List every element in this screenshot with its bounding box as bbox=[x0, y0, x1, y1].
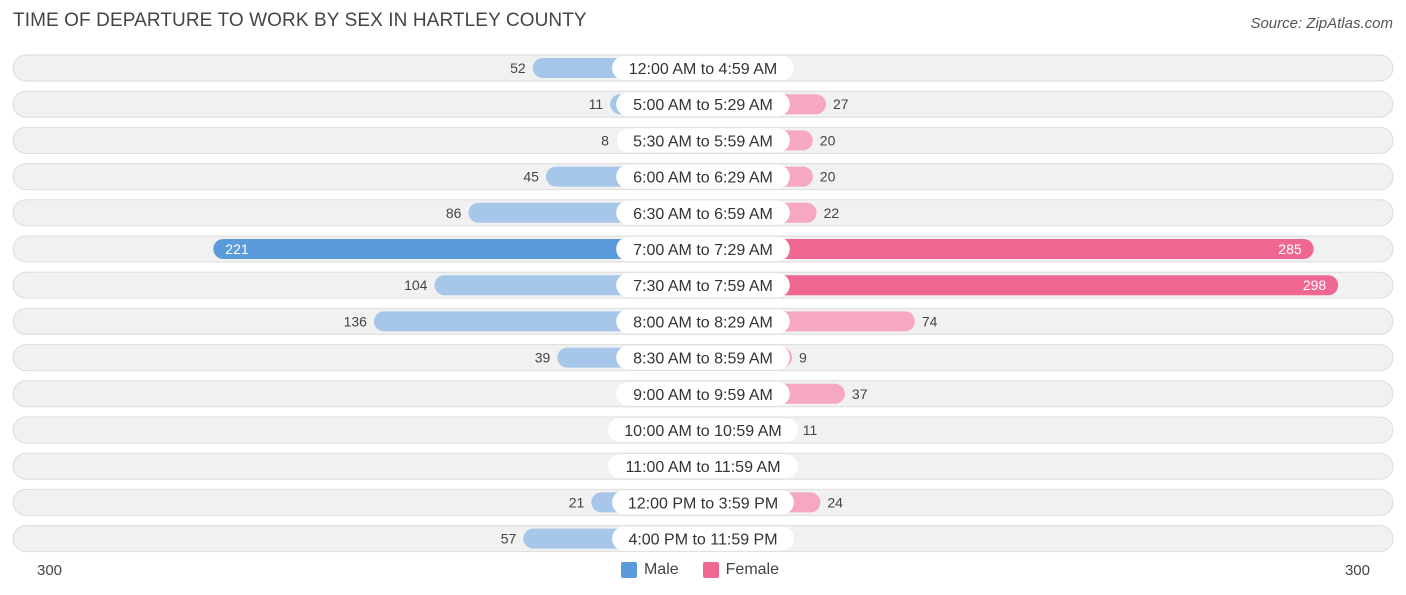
legend-swatch-female bbox=[702, 562, 719, 578]
category-label: 6:00 AM to 6:29 AM bbox=[633, 170, 773, 187]
chart-row: 136 74 8:00 AM to 8:29 AM bbox=[12, 307, 1394, 335]
chart-row: 52012:00 AM to 4:59 AM bbox=[12, 54, 1394, 82]
chart-row: 0111:00 AM to 11:59 AM bbox=[12, 452, 1394, 480]
chart-row: 104 298 7:30 AM to 7:59 AM bbox=[12, 271, 1394, 299]
category-pill bbox=[616, 92, 790, 117]
chart-row: 45 20 6:00 AM to 6:29 AM bbox=[12, 163, 1394, 191]
value-label-male: 45 bbox=[523, 169, 539, 185]
chart-row: 01110:00 AM to 10:59 AM bbox=[12, 416, 1394, 444]
value-label-female: 20 bbox=[820, 169, 836, 185]
value-label-female: 24 bbox=[827, 494, 843, 510]
value-label-female: 298 bbox=[1303, 277, 1327, 293]
value-label-female: 37 bbox=[852, 386, 868, 402]
chart-row: 39 9 8:30 AM to 8:59 AM bbox=[12, 344, 1394, 372]
category-pill bbox=[616, 237, 790, 261]
value-label-female: 20 bbox=[820, 132, 836, 148]
value-label-male: 221 bbox=[225, 241, 249, 257]
value-label-female: 11 bbox=[803, 422, 818, 438]
category-pill bbox=[612, 490, 794, 515]
chart-title: TIME OF DEPARTURE TO WORK BY SEX IN HART… bbox=[13, 10, 587, 31]
category-pill bbox=[608, 454, 798, 479]
value-label-male: 86 bbox=[446, 205, 462, 221]
category-label: 5:00 AM to 5:29 AM bbox=[633, 97, 773, 114]
bar-male bbox=[213, 239, 703, 259]
category-pill bbox=[616, 345, 790, 370]
category-label: 6:30 AM to 6:59 AM bbox=[633, 206, 773, 223]
category-label: 12:00 PM to 3:59 PM bbox=[628, 495, 778, 512]
legend-item-male[interactable]: Male bbox=[620, 561, 679, 579]
value-label-male: 52 bbox=[510, 60, 526, 76]
category-pill bbox=[616, 164, 790, 189]
value-label-female: 74 bbox=[922, 313, 938, 329]
chart-row: 21 24 12:00 PM to 3:59 PM bbox=[12, 488, 1394, 516]
legend-item-female[interactable]: Female bbox=[702, 561, 780, 579]
category-label: 9:00 AM to 9:59 AM bbox=[633, 387, 773, 404]
category-pill bbox=[616, 200, 790, 225]
value-label-male: 136 bbox=[344, 313, 368, 329]
chart-row: 5704:00 PM to 11:59 PM bbox=[12, 525, 1394, 553]
category-label: 10:00 AM to 10:59 AM bbox=[624, 423, 781, 440]
category-label: 11:00 AM to 11:59 AM bbox=[625, 459, 780, 476]
category-pill bbox=[612, 56, 794, 80]
value-label-male: 39 bbox=[535, 350, 551, 366]
category-label: 8:30 AM to 8:59 AM bbox=[633, 351, 773, 368]
category-label: 7:00 AM to 7:29 AM bbox=[633, 242, 773, 259]
legend-label-male: Male bbox=[643, 561, 679, 578]
category-pill bbox=[616, 273, 790, 298]
axis-label-right: 300 bbox=[1344, 562, 1370, 579]
category-pill bbox=[608, 418, 798, 442]
value-label-male: 104 bbox=[404, 277, 428, 293]
category-pill bbox=[616, 128, 790, 153]
value-label-male: 11 bbox=[589, 96, 604, 112]
value-label-male: 8 bbox=[601, 132, 609, 148]
chart-row: 221 285 7:00 AM to 7:29 AM bbox=[12, 235, 1394, 263]
chart-row: 11 27 5:00 AM to 5:29 AM bbox=[12, 90, 1394, 118]
chart-row: 8 20 5:30 AM to 5:59 AM bbox=[12, 126, 1394, 154]
chart-row: 86 22 6:30 AM to 6:59 AM bbox=[12, 199, 1394, 227]
bar-female bbox=[703, 239, 1314, 259]
legend-label-female: Female bbox=[725, 561, 780, 578]
chart-source: Source: ZipAtlas.com bbox=[1250, 15, 1393, 32]
value-label-male: 21 bbox=[569, 494, 585, 510]
bar-female bbox=[703, 275, 1339, 296]
category-label: 7:30 AM to 7:59 AM bbox=[633, 278, 773, 295]
category-label: 12:00 AM to 4:59 AM bbox=[629, 61, 778, 78]
value-label-female: 27 bbox=[833, 96, 849, 112]
legend-swatch-male bbox=[620, 562, 637, 578]
value-label-female: 9 bbox=[799, 350, 807, 366]
category-pill bbox=[616, 309, 790, 334]
category-pill bbox=[612, 526, 794, 551]
category-label: 5:30 AM to 5:59 AM bbox=[633, 133, 773, 150]
value-label-male: 57 bbox=[501, 531, 517, 547]
category-pill bbox=[616, 381, 790, 406]
chart-legend: Male Female bbox=[0, 561, 1400, 579]
chart-row: 0379:00 AM to 9:59 AM bbox=[12, 380, 1394, 408]
category-label: 4:00 PM to 11:59 PM bbox=[628, 532, 777, 549]
value-label-female: 22 bbox=[824, 205, 840, 221]
category-label: 8:00 AM to 8:29 AM bbox=[633, 314, 773, 331]
value-label-female: 285 bbox=[1278, 241, 1302, 257]
axis-label-left: 300 bbox=[37, 562, 63, 579]
